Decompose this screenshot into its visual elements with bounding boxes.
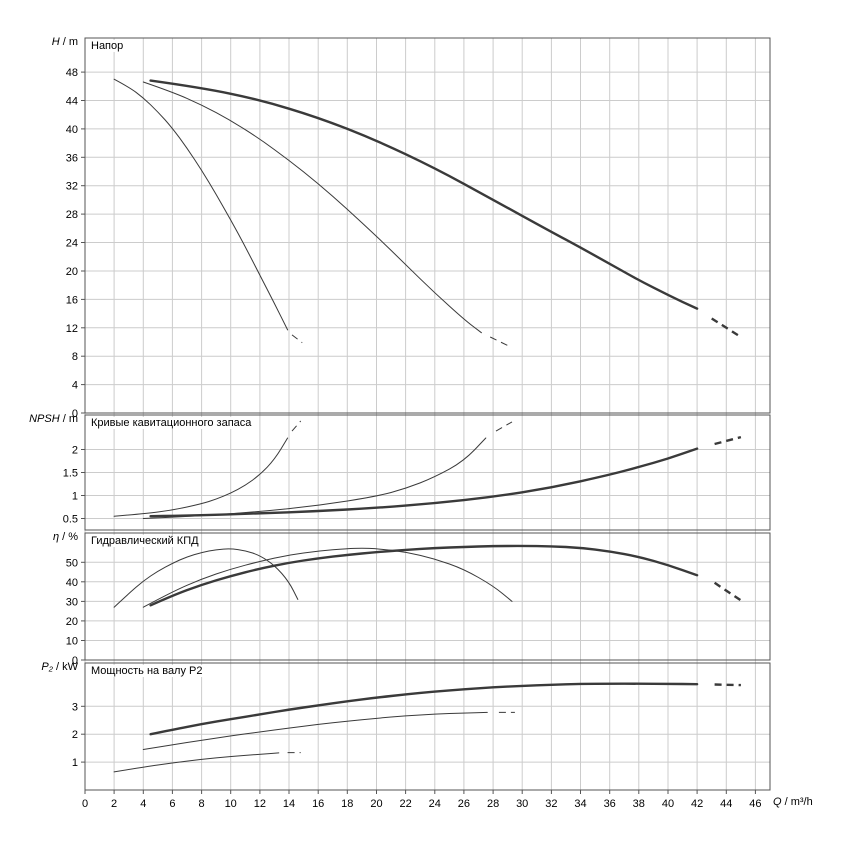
series-power-curve-3-dashed	[714, 683, 741, 687]
panel-title-power: Мощность на валу P2	[89, 665, 205, 677]
x-tick-label: 22	[399, 798, 411, 810]
y-axis-symbol: P₂	[41, 661, 53, 673]
y-axis-symbol: η	[52, 531, 60, 543]
y-axis-label-npsh: NPSH / m	[2, 413, 78, 425]
y-tick-label: 30	[66, 596, 78, 608]
y-tick-label: 4	[72, 380, 78, 392]
y-axis-symbol: H	[51, 36, 60, 48]
y-tick-label: 10	[66, 636, 78, 648]
series-power-curve-3	[149, 682, 699, 736]
y-tick-label: 0	[72, 655, 78, 667]
y-axis-unit: m	[68, 36, 78, 48]
x-tick-label: 16	[312, 798, 324, 810]
x-tick-label: 12	[254, 798, 266, 810]
series-npsh-curve-1-dashed	[291, 420, 302, 432]
y-tick-label: 16	[66, 294, 78, 306]
y-tick-label: 20	[66, 266, 78, 278]
y-tick-label: 48	[66, 67, 78, 79]
y-axis-unit: %	[68, 531, 78, 543]
y-tick-label: 40	[66, 577, 78, 589]
x-axis-symbol: Q	[773, 796, 782, 808]
x-tick-label: 36	[604, 798, 616, 810]
y-tick-label: 0	[72, 408, 78, 420]
panel-border	[84, 414, 771, 531]
y-axis-symbol: NPSH	[29, 413, 60, 425]
x-axis-unit: m³/h	[790, 796, 813, 808]
y-tick-label: 1.5	[63, 468, 78, 480]
y-tick-label: 44	[66, 96, 78, 108]
x-tick-label: 28	[487, 798, 499, 810]
y-tick-label: 2	[72, 729, 78, 741]
series-npsh-curve-3-dashed	[714, 435, 742, 446]
y-tick-label: 32	[66, 181, 78, 193]
x-tick-label: 6	[169, 798, 175, 810]
y-tick-label: 50	[66, 557, 78, 569]
series-npsh-curve-3	[149, 447, 699, 518]
y-tick-label: 2	[72, 445, 78, 457]
y-axis-separator: /	[52, 661, 63, 673]
y-tick-label: 24	[66, 238, 78, 250]
x-tick-label: 42	[691, 798, 703, 810]
x-tick-label: 14	[283, 798, 295, 810]
x-tick-label: 2	[111, 798, 117, 810]
series-head-curve-3-dashed	[711, 317, 742, 339]
series-head-curve-2-dashed	[489, 336, 511, 348]
y-axis-separator: /	[59, 531, 69, 543]
y-tick-label: 0.5	[63, 514, 78, 526]
x-tick-label: 24	[429, 798, 441, 810]
y-axis-separator: /	[59, 413, 69, 425]
y-tick-label: 28	[66, 209, 78, 221]
x-tick-label: 0	[82, 798, 88, 810]
y-tick-label: 36	[66, 152, 78, 164]
series-efficiency-curve-3	[149, 544, 699, 607]
x-tick-label: 8	[199, 798, 205, 810]
y-tick-label: 8	[72, 351, 78, 363]
series-head-curve-1-dashed	[291, 334, 303, 344]
x-tick-label: 26	[458, 798, 470, 810]
panel-border	[84, 532, 771, 661]
y-axis-unit: m	[68, 413, 78, 425]
series-head-curve-1	[113, 78, 289, 331]
x-axis-label: Q / m³/h	[773, 796, 813, 808]
x-tick-label: 46	[749, 798, 761, 810]
y-tick-label: 12	[66, 323, 78, 335]
panel-title-head: Напор	[89, 40, 126, 52]
series-efficiency-curve-3-dashed	[713, 581, 742, 602]
x-tick-label: 30	[516, 798, 528, 810]
y-axis-unit: kW	[62, 661, 78, 673]
x-tick-label: 4	[140, 798, 146, 810]
y-axis-label-head: H / m	[2, 36, 78, 48]
y-tick-label: 40	[66, 124, 78, 136]
y-axis-label-power: P₂ / kW	[2, 661, 78, 673]
panel-border	[84, 662, 771, 791]
series-power-curve-2	[142, 711, 488, 750]
y-tick-label: 1	[72, 491, 78, 503]
series-head-curve-3	[149, 79, 699, 310]
x-axis-separator: /	[781, 796, 791, 808]
x-tick-label: 44	[720, 798, 732, 810]
x-tick-label: 38	[633, 798, 645, 810]
panel-border	[84, 37, 771, 414]
y-axis-separator: /	[59, 36, 69, 48]
panel-title-npsh: Кривые кавитационного запаса	[89, 417, 254, 429]
series-efficiency-curve-2	[142, 547, 513, 608]
x-tick-label: 32	[545, 798, 557, 810]
series-efficiency-curve-1	[113, 548, 299, 608]
x-tick-label: 34	[574, 798, 586, 810]
series-head-curve-2	[142, 81, 482, 334]
y-axis-label-efficiency: η / %	[2, 531, 78, 543]
x-tick-label: 40	[662, 798, 674, 810]
panel-title-efficiency: Гидравлический КПД	[89, 535, 201, 547]
series-npsh-curve-2-dashed	[495, 421, 513, 432]
x-tick-label: 18	[341, 798, 353, 810]
series-power-curve-1	[113, 752, 280, 773]
y-tick-label: 3	[72, 701, 78, 713]
y-tick-label: 1	[72, 757, 78, 769]
x-tick-label: 10	[225, 798, 237, 810]
x-tick-label: 20	[370, 798, 382, 810]
y-tick-label: 20	[66, 616, 78, 628]
series-npsh-curve-1	[113, 437, 289, 517]
